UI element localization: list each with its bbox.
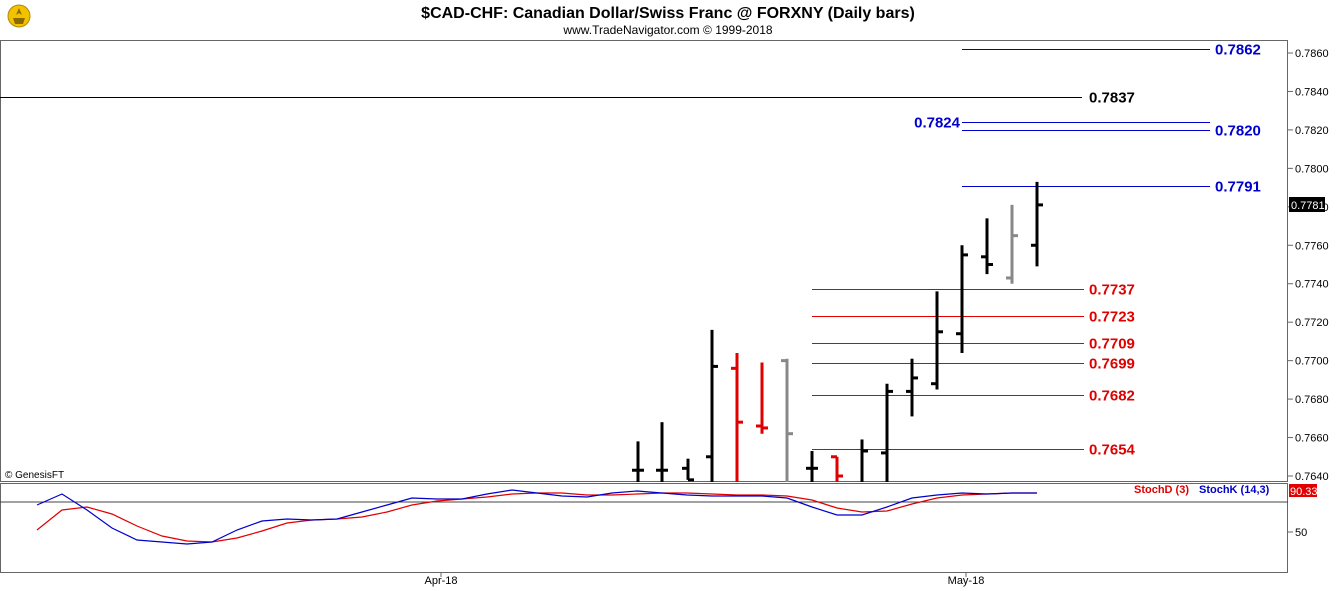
- level-label: 0.7824: [914, 115, 961, 132]
- date-label-may: May-18: [948, 575, 985, 587]
- price-axis-label: 0.7800: [1295, 163, 1329, 175]
- level-label: 0.7820: [1215, 123, 1261, 140]
- ohlc-bars: [632, 181, 1043, 482]
- chart-subtitle: www.TradeNavigator.com © 1999-2018: [562, 23, 772, 37]
- price-axis: 0.7640 0.7660 0.7680 0.7700 0.7720 0.7740 0.77…: [1288, 48, 1329, 483]
- price-axis-label: 0.7660: [1295, 433, 1329, 445]
- date-label-apr: Apr-18: [424, 575, 457, 587]
- copyright-label: © GenesisFT: [5, 470, 64, 481]
- date-axis: Apr-18 May-18: [424, 572, 984, 587]
- stoch-axis-label: 50: [1295, 527, 1307, 539]
- stoch-value-badge-bg: [1289, 484, 1317, 497]
- level-label: 0.7723: [1089, 309, 1135, 326]
- stoch-axis: 50: [1288, 527, 1307, 539]
- level-label: 0.7709: [1089, 336, 1135, 353]
- level-label: 0.7837: [1089, 90, 1135, 107]
- level-label: 0.7682: [1089, 388, 1135, 405]
- stoch-lines: [36, 489, 1037, 545]
- stochastic-panel-frame: [0, 483, 1288, 573]
- price-axis-label: 0.7840: [1295, 86, 1329, 98]
- last-price-label: 0.7781: [1291, 200, 1325, 212]
- level-label: 0.7737: [1089, 282, 1135, 299]
- level-lines: 0.7862 0.7837 0.7824 0.7820 0.7791 0.7737 0.77…: [0, 42, 1261, 459]
- last-price-badge: 0.7781: [1289, 197, 1325, 212]
- price-axis-label: 0.7860: [1295, 48, 1329, 60]
- legend-stochk: StochK (14,3): [1199, 484, 1270, 496]
- header: $CAD-CHF: Canadian Dollar/Swiss Franc @ …: [7, 4, 915, 37]
- price-axis-label: 0.7680: [1295, 394, 1329, 406]
- stoch-value-label: 90.33: [1290, 486, 1318, 498]
- level-label: 0.7862: [1215, 42, 1261, 59]
- level-label: 0.7654: [1089, 442, 1136, 459]
- price-panel-frame: [0, 40, 1288, 482]
- trade-navigator-logo-icon: [7, 4, 31, 28]
- stochd-line: [36, 492, 1037, 543]
- stoch-value-badge: 90.33: [1289, 484, 1318, 498]
- stochk-line: [36, 489, 1037, 545]
- level-label: 0.7791: [1215, 179, 1261, 196]
- level-label: 0.7699: [1089, 356, 1135, 373]
- legend-stochd: StochD (3): [1134, 484, 1189, 496]
- price-axis-label: 0.7760: [1295, 240, 1329, 252]
- last-price-badge-bg: [1289, 197, 1325, 212]
- price-axis-label: 0.7820: [1295, 125, 1329, 137]
- chart-title: $CAD-CHF: Canadian Dollar/Swiss Franc @ …: [421, 5, 915, 22]
- price-axis-label: 0.7740: [1295, 279, 1329, 291]
- price-axis-label: 0.7700: [1295, 356, 1329, 368]
- price-axis-label: 0.7640: [1295, 471, 1329, 483]
- price-axis-label: 0.7720: [1295, 317, 1329, 329]
